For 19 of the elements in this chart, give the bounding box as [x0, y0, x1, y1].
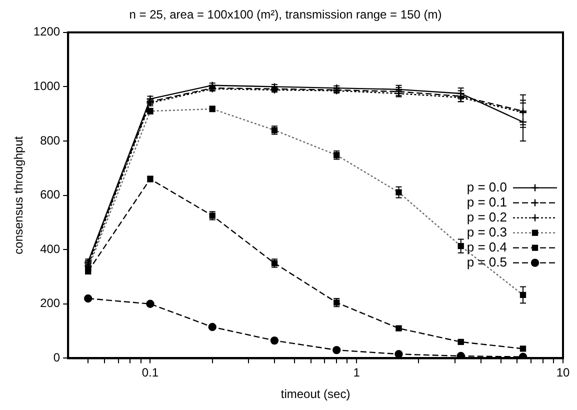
y-tick-label: 800	[40, 133, 60, 148]
chart-title: n = 25, area = 100x100 (m²), transmission range = 150 (m)	[129, 8, 442, 22]
legend-label: p = 0.2	[466, 209, 507, 224]
x-tick-label: 0.1	[142, 366, 159, 380]
y-axis-title: consensus throughput	[12, 136, 26, 254]
legend-label: p = 0.3	[466, 224, 507, 240]
x-tick-label: 1	[353, 366, 360, 380]
x-tick-label: 10	[556, 366, 570, 380]
y-tick-label: 1000	[33, 79, 60, 94]
y-tick-label: 200	[40, 296, 60, 310]
y-tick-label: 0	[53, 350, 60, 365]
legend-label: p = 0.0	[466, 179, 507, 194]
legend-label: p = 0.4	[466, 239, 507, 254]
y-tick-label: 600	[40, 188, 60, 202]
legend-label: p = 0.5	[466, 254, 507, 270]
y-tick-label: 1200	[33, 24, 60, 39]
legend-label: p = 0.1	[466, 194, 507, 210]
x-axis-title: timeout (sec)	[280, 387, 350, 402]
y-tick-label: 400	[40, 242, 60, 256]
